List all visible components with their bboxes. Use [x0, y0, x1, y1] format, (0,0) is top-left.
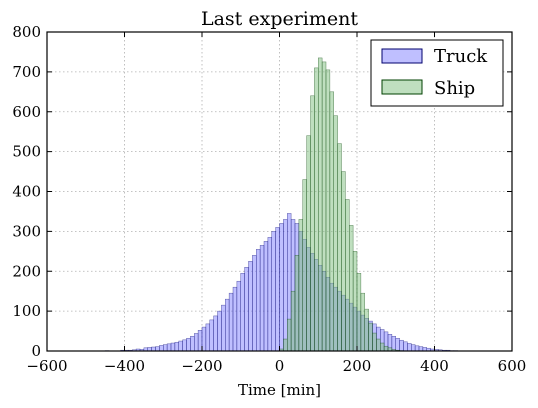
bar-truck	[228, 292, 234, 352]
bar-truck	[194, 333, 199, 352]
bar-truck	[256, 249, 261, 352]
bar-truck	[174, 341, 179, 352]
bar-ship	[298, 219, 303, 352]
bar-truck	[391, 335, 396, 352]
bar-truck	[248, 261, 253, 352]
bar-truck	[259, 245, 265, 352]
x-tick-label: −200	[181, 357, 222, 375]
bar-ship	[380, 342, 385, 352]
bar-ship	[383, 345, 389, 352]
bar-ship	[345, 199, 350, 352]
bar-truck	[213, 315, 218, 352]
bar-truck	[267, 237, 272, 352]
legend-swatch-ship	[381, 79, 423, 95]
bar-truck	[186, 337, 191, 352]
bar-ship	[321, 61, 327, 352]
bar-truck	[170, 342, 176, 352]
bar-truck	[205, 323, 210, 352]
bar-ship	[302, 179, 307, 352]
axis-ticks: −600 −400 −200 0 200 400 600 0 100 200 300 400 500 60…	[12, 23, 526, 375]
bar-truck	[399, 339, 404, 352]
bar-truck	[414, 345, 420, 352]
bar-truck	[182, 339, 187, 352]
bar-ship	[310, 95, 315, 352]
bar-ship	[283, 338, 288, 352]
bar-ship	[337, 143, 342, 352]
bar-truck	[244, 267, 249, 352]
bar-truck	[271, 231, 276, 352]
bar-truck	[209, 319, 214, 352]
bar-truck	[411, 344, 416, 352]
bar-truck	[225, 298, 230, 352]
bar-truck	[418, 346, 424, 352]
x-tick-label: 0	[275, 357, 285, 375]
bar-ship	[364, 308, 369, 352]
y-tick-label: 600	[12, 103, 41, 121]
bar-truck	[232, 286, 238, 352]
legend-label-truck: Truck	[434, 46, 488, 67]
bar-truck	[155, 346, 160, 352]
bar-truck	[190, 335, 195, 352]
x-tick-label: 400	[420, 357, 449, 375]
bar-truck	[236, 280, 241, 352]
legend: Truck Ship	[370, 39, 504, 107]
bar-truck	[197, 330, 203, 352]
bar-ship	[287, 318, 292, 352]
y-tick-label: 700	[12, 63, 41, 81]
bar-truck	[163, 344, 168, 352]
bar-ship	[306, 135, 311, 352]
y-tick-label: 0	[31, 342, 41, 360]
bar-ship	[325, 69, 331, 352]
bar-truck	[217, 310, 222, 352]
bar-truck	[283, 219, 288, 352]
bar-truck	[395, 337, 400, 352]
bar-truck	[279, 223, 284, 352]
bar-ship	[290, 290, 296, 352]
x-tick-label: 600	[498, 357, 527, 375]
bar-ship	[356, 272, 362, 352]
x-tick-label: 200	[343, 357, 372, 375]
bar-ship	[360, 292, 365, 352]
bar-ship	[294, 255, 300, 352]
bar-truck	[407, 343, 412, 352]
bar-ship	[372, 332, 377, 352]
bar-ship	[329, 91, 334, 352]
bar-ship	[333, 115, 338, 352]
x-tick-label: −600	[26, 357, 67, 375]
bar-truck	[159, 345, 164, 352]
bar-ship	[318, 57, 323, 352]
x-tick-label: −400	[104, 357, 145, 375]
bar-truck	[178, 340, 183, 352]
bar-truck	[252, 255, 257, 352]
bar-ship	[376, 338, 381, 352]
legend-label-ship: Ship	[434, 78, 475, 99]
bar-truck	[275, 227, 280, 352]
bar-truck	[403, 341, 408, 352]
bar-ship	[314, 67, 319, 352]
y-tick-label: 100	[12, 302, 41, 320]
bar-truck	[221, 304, 226, 352]
bar-truck	[263, 241, 269, 352]
y-tick-label: 800	[12, 23, 41, 41]
bar-truck	[166, 343, 172, 352]
y-tick-label: 200	[12, 262, 41, 280]
bar-truck	[201, 326, 207, 352]
bar-ship	[341, 171, 346, 352]
bar-ship	[352, 251, 358, 352]
y-tick-label: 500	[12, 143, 41, 161]
bar-truck	[240, 272, 245, 352]
chart-title: Last experiment	[201, 8, 358, 30]
x-axis-label: Time [min]	[238, 381, 321, 399]
y-tick-label: 300	[12, 222, 41, 240]
y-tick-label: 400	[12, 183, 41, 201]
bar-ship	[368, 322, 373, 352]
legend-swatch-truck	[381, 48, 423, 64]
bar-ship	[349, 225, 354, 352]
